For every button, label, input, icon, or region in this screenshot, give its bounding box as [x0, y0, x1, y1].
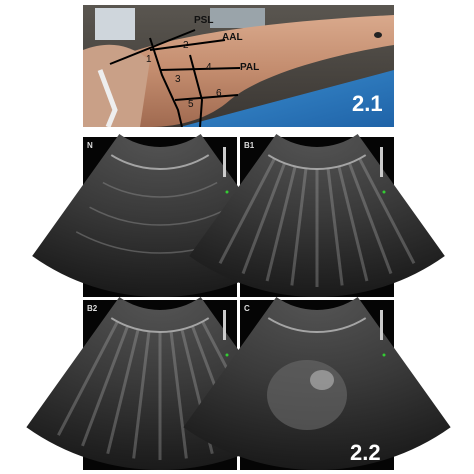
ultrasound-grid: N B1 B2 C	[26, 133, 451, 470]
b-line	[81, 325, 129, 447]
b-line	[241, 162, 286, 275]
line-label: PAL	[240, 62, 259, 73]
b-line	[348, 162, 393, 275]
panel-label: 2.2	[350, 440, 381, 465]
b-line	[326, 168, 344, 286]
marker	[382, 353, 386, 357]
pleural-line	[110, 154, 210, 170]
zone-label: 5	[188, 99, 194, 110]
zone-label: 2	[183, 40, 189, 51]
panel-id: C	[244, 304, 250, 313]
photo: PSL AAL PAL 1 2 3 4 5 6 2.1	[83, 5, 394, 127]
line-label: PSL	[194, 15, 213, 26]
scale-bar	[223, 147, 226, 177]
zone-label: 4	[206, 62, 212, 73]
b-line	[218, 157, 276, 264]
scale-bar	[223, 310, 226, 340]
a-line	[89, 206, 231, 226]
b-line	[337, 166, 369, 282]
pleural-line	[267, 317, 367, 333]
panel-label: 2.1	[352, 91, 383, 116]
zone-label: 6	[216, 88, 222, 99]
b-line	[290, 168, 308, 286]
zone-label: 1	[146, 54, 152, 65]
line-label: AAL	[222, 32, 243, 43]
marker	[382, 190, 386, 194]
zone-label: 3	[175, 74, 181, 85]
a-line	[102, 181, 218, 198]
b-line	[169, 331, 188, 459]
scale-bar	[380, 310, 383, 340]
marker	[225, 353, 229, 357]
pleural-line	[267, 154, 367, 170]
panel-id: N	[87, 141, 93, 150]
consolidation	[267, 360, 347, 430]
b-line	[265, 166, 297, 282]
consolidation	[310, 370, 334, 390]
b-line	[132, 331, 151, 459]
marker	[225, 190, 229, 194]
b-line	[358, 157, 416, 264]
panel-id: B1	[244, 141, 255, 150]
panel-id: B2	[87, 304, 98, 313]
b-line	[57, 320, 119, 436]
b-line	[106, 329, 140, 455]
scale-bar	[380, 147, 383, 177]
pleural-line	[110, 317, 210, 333]
